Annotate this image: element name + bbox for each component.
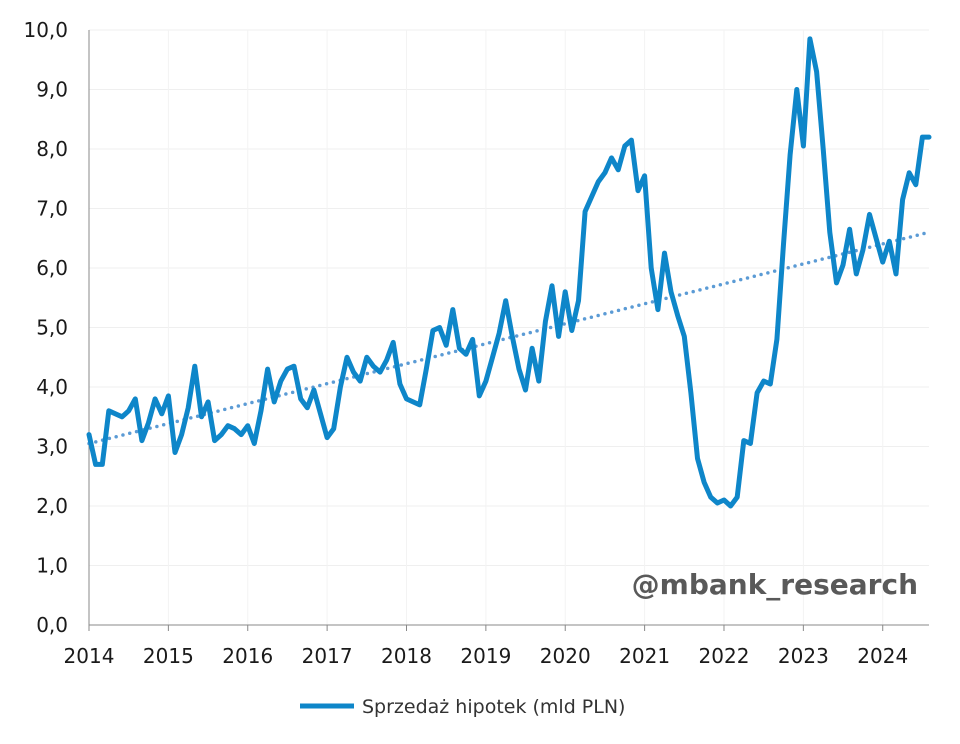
axes <box>88 30 929 631</box>
series-lines <box>86 36 932 509</box>
x-tick-label: 2017 <box>302 644 353 668</box>
y-tick-label: 3,0 <box>36 435 68 459</box>
y-tick-label: 7,0 <box>36 197 68 221</box>
legend-label: Sprzedaż hipotek (mld PLN) <box>362 696 625 718</box>
watermark-text: @mbank_research <box>632 568 918 601</box>
trendline-path <box>87 230 931 446</box>
x-tick-label: 2016 <box>222 644 273 668</box>
y-tick-label: 0,0 <box>36 613 68 637</box>
x-tick-label: 2024 <box>857 644 908 668</box>
x-tick-label: 2023 <box>778 644 829 668</box>
y-tick-label: 2,0 <box>36 494 68 518</box>
y-tick-label: 1,0 <box>36 554 68 578</box>
trendline <box>87 230 931 446</box>
legend: Sprzedaż hipotek (mld PLN) <box>300 696 625 718</box>
x-tick-label: 2019 <box>460 644 511 668</box>
y-tick-label: 10,0 <box>23 18 68 42</box>
x-tick-label: 2021 <box>619 644 670 668</box>
series-line <box>86 36 932 509</box>
y-tick-label: 6,0 <box>36 256 68 280</box>
tick-labels: 0,0 1,0 2,0 3,0 4,0 5,0 6,0 7,0 8,0 9,0 10,0 2014 20… <box>23 18 908 668</box>
x-tick-label: 2014 <box>64 644 115 668</box>
x-tick-label: 2020 <box>540 644 591 668</box>
y-tick-label: 8,0 <box>36 137 68 161</box>
x-tick-label: 2022 <box>699 644 750 668</box>
y-tick-label: 5,0 <box>36 316 68 340</box>
x-tick-label: 2015 <box>143 644 194 668</box>
y-tick-label: 4,0 <box>36 375 68 399</box>
y-tick-label: 9,0 <box>36 78 68 102</box>
x-tick-label: 2018 <box>381 644 432 668</box>
